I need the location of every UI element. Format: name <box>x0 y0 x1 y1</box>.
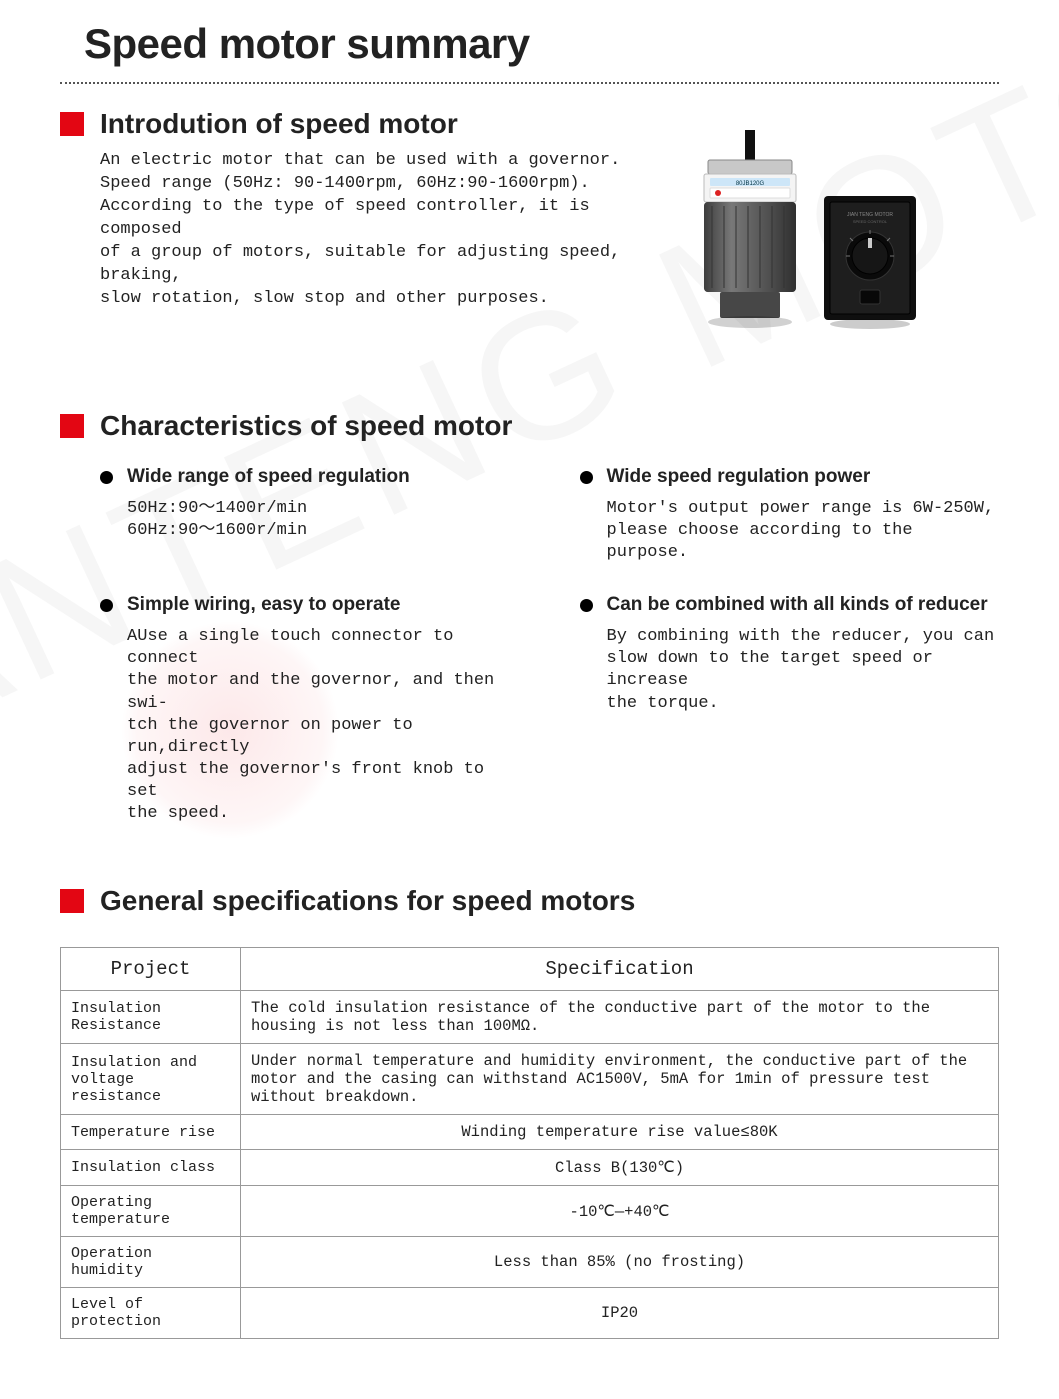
specs-col-project: Project <box>61 948 241 991</box>
specs-heading: General specifications for speed motors <box>100 885 635 917</box>
svg-text:SPEED CONTROL: SPEED CONTROL <box>853 219 888 224</box>
red-square-icon <box>60 414 84 438</box>
page-title: Speed motor summary <box>84 20 999 68</box>
table-row: Insulation and voltage resistanceUnder n… <box>61 1044 999 1115</box>
bullet-dot-icon <box>580 471 593 484</box>
specs-table: Project Specification Insulation Resista… <box>60 947 999 1339</box>
spec-value: Under normal temperature and humidity en… <box>241 1044 999 1115</box>
table-row: Level of protectionIP20 <box>61 1288 999 1339</box>
bullet-dot-icon <box>100 599 113 612</box>
characteristic-title-row: Simple wiring, easy to operate <box>100 594 520 616</box>
characteristic-item: Wide range of speed regulation 50Hz:90～14… <box>100 466 520 564</box>
characteristic-body: By combining with the reducer, you can s… <box>607 626 1000 714</box>
characteristic-title-row: Can be combined with all kinds of reduce… <box>580 594 1000 616</box>
table-row: Temperature riseWinding temperature rise… <box>61 1115 999 1150</box>
table-row: Operation humidityLess than 85% (no fros… <box>61 1237 999 1288</box>
spec-value: The cold insulation resistance of the co… <box>241 991 999 1044</box>
characteristic-title: Can be combined with all kinds of reduce… <box>607 594 988 616</box>
characteristic-item: Simple wiring, easy to operate AUse a sin… <box>100 594 520 825</box>
motor-image: 80JB120G <box>690 130 810 330</box>
characteristic-title: Simple wiring, easy to operate <box>127 594 400 616</box>
spec-value: IP20 <box>241 1288 999 1339</box>
characteristic-body: 50Hz:90～1400r/min 60Hz:90～1600r/min <box>127 498 520 542</box>
characteristic-title-row: Wide speed regulation power <box>580 466 1000 488</box>
spec-project: Operation humidity <box>61 1237 241 1288</box>
characteristic-title: Wide range of speed regulation <box>127 466 410 488</box>
characteristic-item: Wide speed regulation power Motor's outpu… <box>580 466 1000 564</box>
bullet-dot-icon <box>580 599 593 612</box>
characteristic-body: Motor's output power range is 6W-250W, p… <box>607 498 1000 564</box>
spec-project: Operating temperature <box>61 1186 241 1237</box>
red-square-icon <box>60 889 84 913</box>
specs-section-header: General specifications for speed motors <box>60 885 999 917</box>
spec-project: Insulation and voltage resistance <box>61 1044 241 1115</box>
spec-project: Insulation class <box>61 1150 241 1186</box>
table-row: Insulation ResistanceThe cold insulation… <box>61 991 999 1044</box>
characteristic-item: Can be combined with all kinds of reduce… <box>580 594 1000 825</box>
characteristics-section-header: Characteristics of speed motor <box>60 410 999 442</box>
bullet-dot-icon <box>100 471 113 484</box>
spec-value: Winding temperature rise value≤80K <box>241 1115 999 1150</box>
spec-project: Level of protection <box>61 1288 241 1339</box>
specs-col-specification: Specification <box>241 948 999 991</box>
spec-project: Temperature rise <box>61 1115 241 1150</box>
svg-text:JIAN TENG MOTOR: JIAN TENG MOTOR <box>847 212 893 218</box>
intro-body: An electric motor that can be used with … <box>100 150 660 311</box>
spec-value: Less than 85% (no frosting) <box>241 1237 999 1288</box>
title-separator <box>60 82 999 84</box>
table-row: Insulation classClass B(130℃) <box>61 1150 999 1186</box>
spec-value: -10℃—+40℃ <box>241 1186 999 1237</box>
spec-project: Insulation Resistance <box>61 991 241 1044</box>
characteristic-body: AUse a single touch connector to connect… <box>127 626 520 825</box>
red-square-icon <box>60 112 84 136</box>
characteristic-title-row: Wide range of speed regulation <box>100 466 520 488</box>
intro-heading: Introdution of speed motor <box>100 108 458 140</box>
characteristics-heading: Characteristics of speed motor <box>100 410 512 442</box>
motor-label: 80JB120G <box>736 181 765 187</box>
spec-value: Class B(130℃) <box>241 1150 999 1186</box>
product-images: 80JB120G <box>690 130 920 330</box>
controller-image: JIAN TENG MOTOR SPEED CONTROL <box>820 190 920 330</box>
table-row: Operating temperature-10℃—+40℃ <box>61 1186 999 1237</box>
characteristic-title: Wide speed regulation power <box>607 466 871 488</box>
